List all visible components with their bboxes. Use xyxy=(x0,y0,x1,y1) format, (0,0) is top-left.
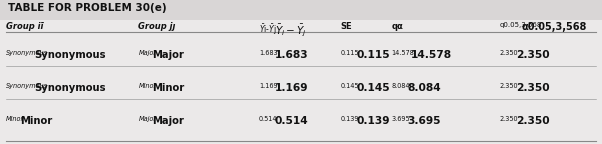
Text: 2.350: 2.350 xyxy=(500,83,518,89)
Text: 0.145: 0.145 xyxy=(340,83,359,89)
Text: 2.350: 2.350 xyxy=(500,116,518,122)
Text: Minor: Minor xyxy=(6,116,24,122)
Text: α0.05,3,568: α0.05,3,568 xyxy=(522,22,587,32)
Text: Minor: Minor xyxy=(138,83,157,89)
Text: 3.695: 3.695 xyxy=(408,116,441,126)
Text: Synonymous: Synonymous xyxy=(34,83,105,93)
Text: q0.05,3,568: q0.05,3,568 xyxy=(500,22,542,28)
Text: 1.169: 1.169 xyxy=(259,83,278,89)
Text: Synonymous: Synonymous xyxy=(34,50,105,60)
Text: 0.115: 0.115 xyxy=(340,50,359,56)
Text: 1.683: 1.683 xyxy=(275,50,308,60)
Text: SE: SE xyxy=(340,22,352,31)
Text: TABLE FOR PROBLEM 30(e): TABLE FOR PROBLEM 30(e) xyxy=(8,3,167,13)
Text: 1.169: 1.169 xyxy=(275,83,308,93)
Text: Minor: Minor xyxy=(152,83,185,93)
Text: 0.514: 0.514 xyxy=(275,116,308,126)
Text: 0.514: 0.514 xyxy=(259,116,278,122)
Text: Major: Major xyxy=(138,116,157,122)
Text: 3.695: 3.695 xyxy=(391,116,410,122)
Text: $\mathit{\bar{Y}}$i-$\mathit{\bar{Y}}$j: $\mathit{\bar{Y}}$i-$\mathit{\bar{Y}}$j xyxy=(259,22,276,37)
Text: Major: Major xyxy=(138,50,157,56)
Text: $\mathit{\bar{Y}}_i - \mathit{\bar{Y}}_j$: $\mathit{\bar{Y}}_i - \mathit{\bar{Y}}_j… xyxy=(275,22,307,38)
Text: 1.683: 1.683 xyxy=(259,50,278,56)
Text: 2.350: 2.350 xyxy=(500,50,518,56)
Text: 0.139: 0.139 xyxy=(340,116,359,122)
Text: Group jȷ: Group jȷ xyxy=(138,22,176,31)
Text: Major: Major xyxy=(152,50,184,60)
Text: 2.350: 2.350 xyxy=(516,50,549,60)
Text: 2.350: 2.350 xyxy=(516,83,549,93)
Bar xyxy=(0,0,602,20)
Text: 0.145: 0.145 xyxy=(356,83,389,93)
Text: 0.115: 0.115 xyxy=(356,50,389,60)
Text: Synonymous: Synonymous xyxy=(6,50,48,56)
Text: Minor: Minor xyxy=(20,116,52,126)
Text: 8.084: 8.084 xyxy=(391,83,410,89)
Text: Group iī: Group iī xyxy=(6,22,43,31)
Text: 2.350: 2.350 xyxy=(516,116,549,126)
Text: 14.578: 14.578 xyxy=(411,50,452,60)
Text: 14.578: 14.578 xyxy=(391,50,414,56)
Text: Major: Major xyxy=(152,116,184,126)
Text: qα: qα xyxy=(391,22,403,31)
Text: 0.139: 0.139 xyxy=(356,116,389,126)
Text: Synonymous: Synonymous xyxy=(6,83,48,89)
Text: 8.084: 8.084 xyxy=(408,83,441,93)
